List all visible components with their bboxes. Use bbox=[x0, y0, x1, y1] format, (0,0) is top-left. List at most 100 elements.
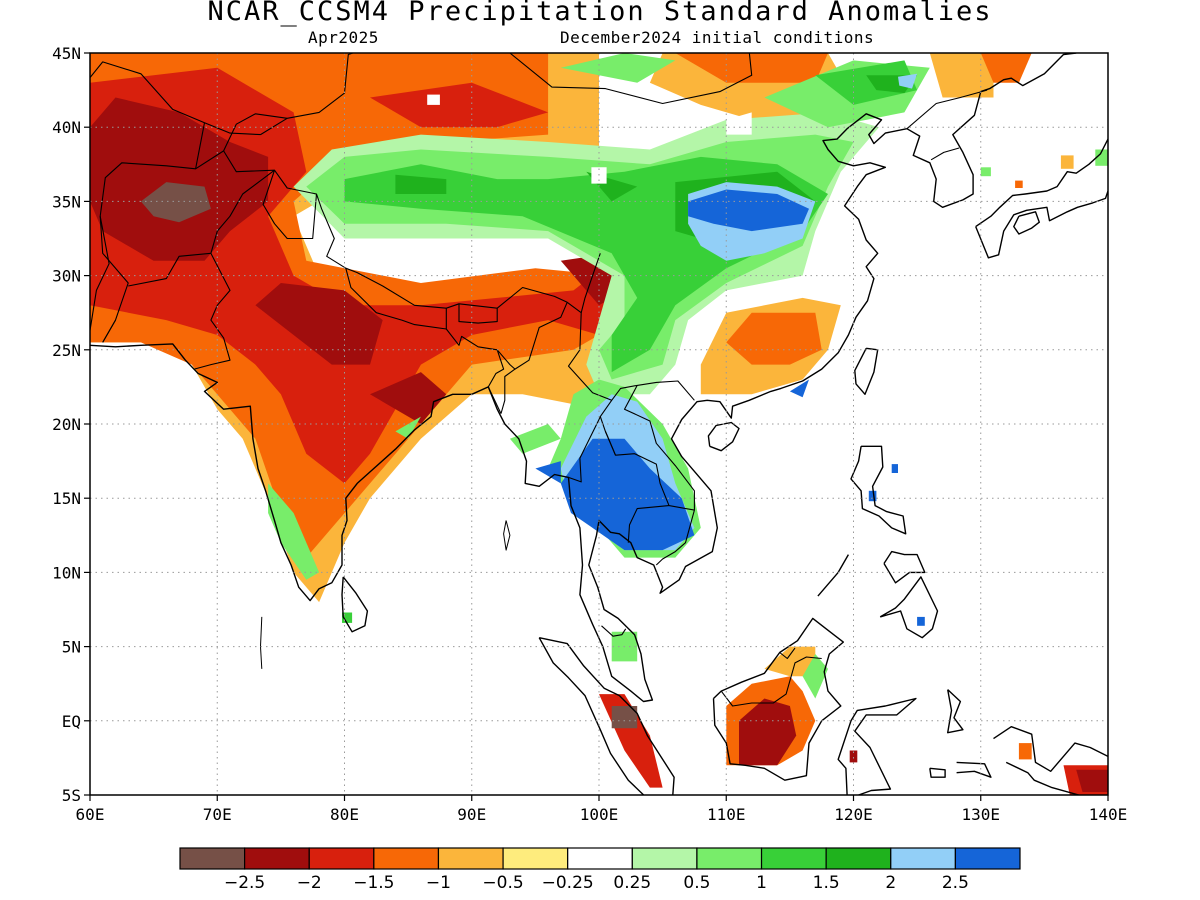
colorbar-swatch bbox=[954, 847, 1021, 870]
colorbar-swatch bbox=[825, 847, 892, 870]
anomaly-fill bbox=[980, 167, 991, 177]
shikoku-coastline bbox=[1013, 211, 1040, 235]
anomaly-fill bbox=[726, 112, 752, 135]
coastlines bbox=[90, 53, 1108, 795]
country-border bbox=[568, 416, 601, 483]
lon-tick-label: 60E bbox=[76, 805, 105, 824]
anomaly-fill bbox=[688, 189, 809, 232]
country-border bbox=[601, 625, 627, 637]
hainan-coastline bbox=[707, 421, 740, 452]
anomaly-fill bbox=[1076, 769, 1108, 792]
country-border bbox=[487, 386, 502, 414]
country-border bbox=[668, 505, 695, 511]
anomaly-fill bbox=[898, 73, 918, 89]
country-border bbox=[90, 61, 261, 136]
colorbar-label: −0.25 bbox=[542, 873, 594, 893]
mainland-coastline bbox=[90, 113, 908, 703]
anomaly-fill bbox=[726, 312, 822, 365]
maldives-coastline bbox=[260, 616, 263, 669]
map-axes: 60E 70E 80E 90E 100E 110E 120E 130E 140E 45N 40N 35… bbox=[52, 44, 1127, 824]
anomaly-fill bbox=[739, 698, 797, 766]
anomaly-fill bbox=[868, 490, 877, 502]
colorbar-label: 2.5 bbox=[942, 873, 969, 893]
lat-tick-label: 25N bbox=[52, 341, 81, 360]
colorbar-swatch bbox=[631, 847, 698, 870]
anomaly-fill bbox=[891, 464, 898, 473]
sri-lanka-coastline bbox=[341, 576, 369, 633]
sulawesi-coastline bbox=[837, 697, 917, 795]
lat-tick-label: 20N bbox=[52, 415, 81, 434]
colorbar-label: 1 bbox=[756, 873, 767, 893]
lon-tick-label: 90E bbox=[457, 805, 486, 824]
country-border bbox=[345, 268, 447, 330]
colorbar-label: −0.5 bbox=[482, 873, 523, 893]
colorbar-swatch bbox=[373, 847, 440, 870]
anomaly-fill bbox=[560, 438, 695, 551]
country-border bbox=[580, 253, 601, 313]
country-border bbox=[102, 319, 116, 343]
graticule bbox=[90, 53, 1108, 795]
country-border bbox=[274, 169, 695, 401]
colorbar-label: −2 bbox=[297, 873, 322, 893]
country-border bbox=[458, 303, 498, 324]
colorbar-swatch bbox=[244, 847, 310, 870]
anomaly-fill bbox=[849, 750, 858, 763]
colorbar-swatch bbox=[437, 847, 504, 870]
anomaly-fill bbox=[395, 416, 421, 439]
lat-tick-label: 45N bbox=[52, 44, 81, 63]
luzon-coastline bbox=[850, 445, 907, 535]
country-border bbox=[445, 308, 505, 388]
lon-tick-label: 70E bbox=[203, 805, 232, 824]
colorbar-swatch bbox=[890, 847, 956, 870]
lat-tick-label: EQ bbox=[62, 712, 81, 731]
chart-title: NCAR_CCSM4 Precipitation Standard Anomal… bbox=[207, 0, 993, 27]
taiwan-coastline bbox=[854, 347, 879, 395]
halmahera-coastline bbox=[947, 689, 964, 734]
andaman-coastline bbox=[503, 520, 511, 551]
lat-tick-label: 10N bbox=[52, 563, 81, 582]
lon-tick-label: 120E bbox=[834, 805, 873, 824]
japan-coastline bbox=[975, 190, 1108, 259]
country-border bbox=[262, 170, 318, 240]
anomaly-fill bbox=[427, 94, 440, 105]
country-border bbox=[906, 89, 988, 130]
lat-tick-label: 30N bbox=[52, 267, 81, 286]
anomaly-fill bbox=[917, 616, 925, 626]
colorbar-label: −1 bbox=[426, 873, 451, 893]
lat-tick-label: 5N bbox=[62, 638, 81, 657]
lat-tick-label: 15N bbox=[52, 489, 81, 508]
palawan-coastline bbox=[817, 554, 850, 597]
anomaly-fill bbox=[255, 283, 383, 365]
anomaly-fill bbox=[1060, 155, 1074, 169]
anomaly-fill bbox=[929, 53, 994, 98]
anomaly-fill bbox=[789, 379, 809, 398]
country-border bbox=[779, 647, 796, 660]
lat-tick-label: 35N bbox=[52, 192, 81, 211]
anomaly-fill bbox=[980, 53, 1032, 83]
new-guinea-coastline bbox=[993, 726, 1108, 772]
colorbar-label: 1.5 bbox=[813, 873, 840, 893]
colorbar-label: 2 bbox=[885, 873, 896, 893]
anomaly-fill bbox=[370, 372, 447, 424]
anomaly-fill bbox=[802, 654, 828, 699]
anomaly-field bbox=[90, 53, 1108, 795]
country-border bbox=[623, 385, 695, 566]
colorbar-label: −2.5 bbox=[224, 873, 265, 893]
borneo-coastline bbox=[712, 617, 844, 781]
colorbar-swatch bbox=[696, 847, 763, 870]
visayas-coastline bbox=[883, 550, 926, 584]
lon-tick-label: 130E bbox=[961, 805, 1000, 824]
anomaly-fill bbox=[1015, 180, 1023, 188]
anomaly-fill bbox=[764, 646, 816, 677]
seram-coastline bbox=[956, 761, 992, 778]
country-border bbox=[604, 431, 617, 456]
japan-coastline bbox=[975, 138, 1108, 228]
anomaly-fill bbox=[535, 461, 561, 484]
lat-tick-label: 40N bbox=[52, 118, 81, 137]
buru-coastline bbox=[929, 767, 946, 778]
country-border bbox=[496, 302, 568, 370]
anomaly-fill bbox=[611, 706, 638, 729]
anomaly-fill bbox=[509, 424, 561, 454]
country-border bbox=[90, 216, 110, 331]
anomaly-fill bbox=[675, 53, 828, 83]
